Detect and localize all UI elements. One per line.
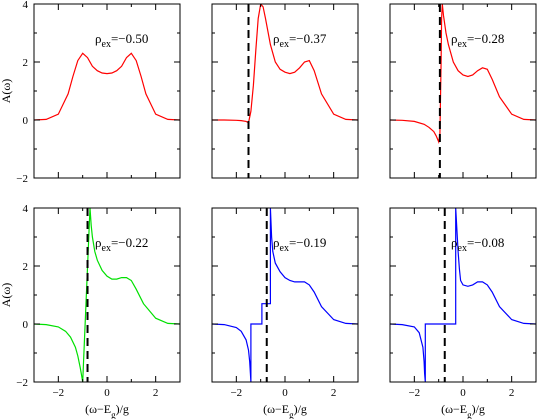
series-line-top-right [390,4,536,144]
series-line-top-left [34,52,180,121]
rho-annotation: ρex=−0.28 [451,31,504,50]
xtick-label: 2 [153,387,159,399]
xtick-label: 0 [282,387,288,399]
xtick-label: 2 [509,387,515,399]
frame-bottom-left [33,207,181,383]
x-axis-label: (ω−Eg)/g [263,402,307,419]
ytick-label: 0 [23,115,29,127]
xtick-label: −2 [52,387,64,399]
xtick-label: −2 [408,387,420,399]
panel-bottom-right: −2 0 2 (ω−Eg)/g ρex=−0.08 [389,207,537,419]
frame-bottom-right [389,207,537,383]
ytick-label: 0 [23,319,29,331]
series-line-bottom-left [34,208,180,382]
series-line-top-middle [212,4,358,124]
ytick-label: 4 [23,203,29,215]
series-line-bottom-right [390,208,536,382]
panel-bottom-middle: −2 0 2 (ω−Eg)/g ρex=−0.19 [211,207,359,419]
ytick-label: −2 [16,173,28,185]
x-axis-label: (ω−Eg)/g [441,402,485,419]
y-axis-label: A(ω) [0,79,13,104]
panel-bottom-left: −2 0 2 4 A(ω) −2 0 2 (ω−Eg)/g ρex=−0.22 [0,203,181,419]
series-line-bottom-middle [212,208,358,382]
rho-annotation: ρex=−0.08 [451,235,504,254]
frame-top-right [389,3,537,179]
xtick-label: −2 [230,387,242,399]
y-axis-label: A(ω) [0,283,13,308]
frame-top-left [33,3,181,179]
rho-annotation: ρex=−0.37 [273,31,327,50]
panel-top-right: ρex=−0.28 [389,3,537,179]
xtick-label: 0 [460,387,466,399]
rho-annotation: ρex=−0.50 [95,31,148,50]
xtick-label: 0 [104,387,110,399]
rho-annotation: ρex=−0.22 [95,235,148,254]
x-axis-label: (ω−Eg)/g [85,402,129,419]
panel-top-middle: ρex=−0.37 [211,3,359,179]
ytick-label: 2 [23,261,29,273]
frame-top-middle [211,3,359,179]
panel-top-left: −2 0 2 4 A(ω) ρex=−0.50 [0,0,181,185]
ytick-label: 4 [23,0,29,11]
frame-bottom-middle [211,207,359,383]
ytick-label: 2 [23,57,29,69]
ytick-label: −2 [16,377,28,389]
xtick-label: 2 [331,387,337,399]
rho-annotation: ρex=−0.19 [273,235,326,254]
